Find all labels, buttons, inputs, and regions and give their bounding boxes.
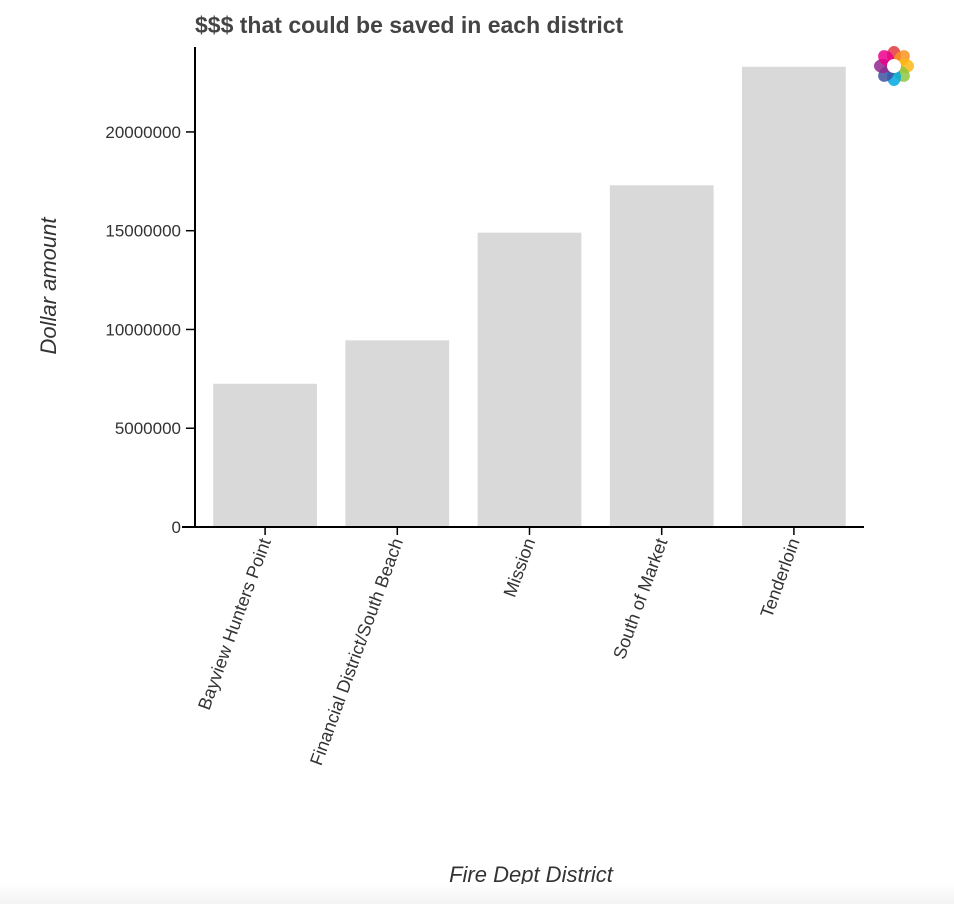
y-axis-label: Dollar amount (36, 217, 61, 355)
bar-1 (345, 340, 450, 527)
bars-layer (213, 66, 846, 528)
x-ticks: Bayview Hunters Point Financial District/… (194, 527, 804, 768)
y-tick-label: 10000000 (105, 320, 181, 339)
axes-layer (182, 47, 864, 528)
bar-3 (609, 185, 714, 527)
x-tick-label: South of Market (609, 536, 671, 662)
bottom-edge (0, 884, 954, 904)
x-tick-label: Bayview Hunters Point (194, 536, 275, 713)
y-tick-label: 20000000 (105, 123, 181, 142)
y-ticks: 0 5000000 10000000 15000000 20000000 (105, 123, 195, 537)
y-tick-label: 5000000 (115, 419, 181, 438)
x-tick-label: Tenderloin (756, 536, 803, 621)
y-tick-label: 0 (172, 518, 181, 537)
bar-0 (213, 383, 317, 527)
chart-title: $$$ that could be saved in each district (195, 12, 624, 38)
bar-4 (742, 66, 846, 528)
logo-center (887, 59, 901, 73)
bokeh-logo-icon[interactable] (873, 45, 915, 87)
x-axis-label: Fire Dept District (449, 862, 614, 887)
x-tick-label: Financial District/South Beach (306, 536, 407, 768)
x-tick-label: Mission (500, 536, 540, 600)
bar-2 (477, 232, 582, 527)
y-tick-label: 15000000 (105, 222, 181, 241)
